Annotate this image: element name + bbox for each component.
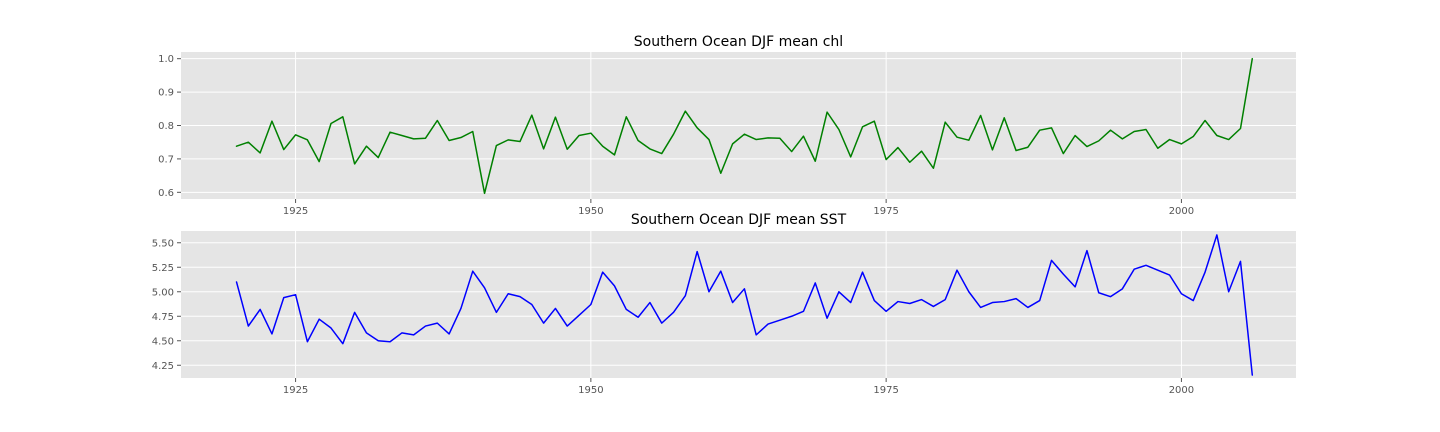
y-tick-label: 0.7 (158, 154, 174, 165)
plot-area (181, 231, 1296, 378)
series-line (235, 234, 1254, 376)
x-tick-label: 2000 (1169, 385, 1194, 396)
x-tick-label: 1975 (873, 206, 898, 217)
chart-panel-1: 0.6 0.7 0.8 0.9 1.0 1925 1950 1975 2000 Southern … (158, 34, 1296, 217)
y-tick-label: 0.8 (158, 121, 174, 132)
chart-title: Southern Ocean DJF mean chl (634, 34, 843, 50)
x-tick-label: 1975 (873, 385, 898, 396)
x-tick-label: 1950 (578, 385, 603, 396)
x-tick-label: 1950 (578, 206, 603, 217)
series-line (235, 57, 1254, 195)
y-tick-label: 0.9 (158, 88, 174, 99)
chart-title: Southern Ocean DJF mean SST (631, 212, 847, 228)
y-tick-label: 1.0 (158, 54, 174, 65)
x-tick-label: 1925 (283, 206, 308, 217)
y-tick-label: 4.75 (152, 312, 174, 323)
y-tick-label: 0.6 (158, 188, 174, 199)
x-tick-label: 2000 (1169, 206, 1194, 217)
y-tick-label: 5.25 (152, 263, 174, 274)
chart-panel-2: 4.25 4.50 4.75 5.00 5.25 5.50 1925 1950 1975 2000… (152, 212, 1296, 396)
y-tick-label: 4.50 (152, 336, 174, 347)
y-tick-label: 5.50 (152, 238, 174, 249)
x-tick-label: 1925 (283, 385, 308, 396)
y-tick-label: 4.25 (152, 361, 174, 372)
y-tick-label: 5.00 (152, 287, 174, 298)
